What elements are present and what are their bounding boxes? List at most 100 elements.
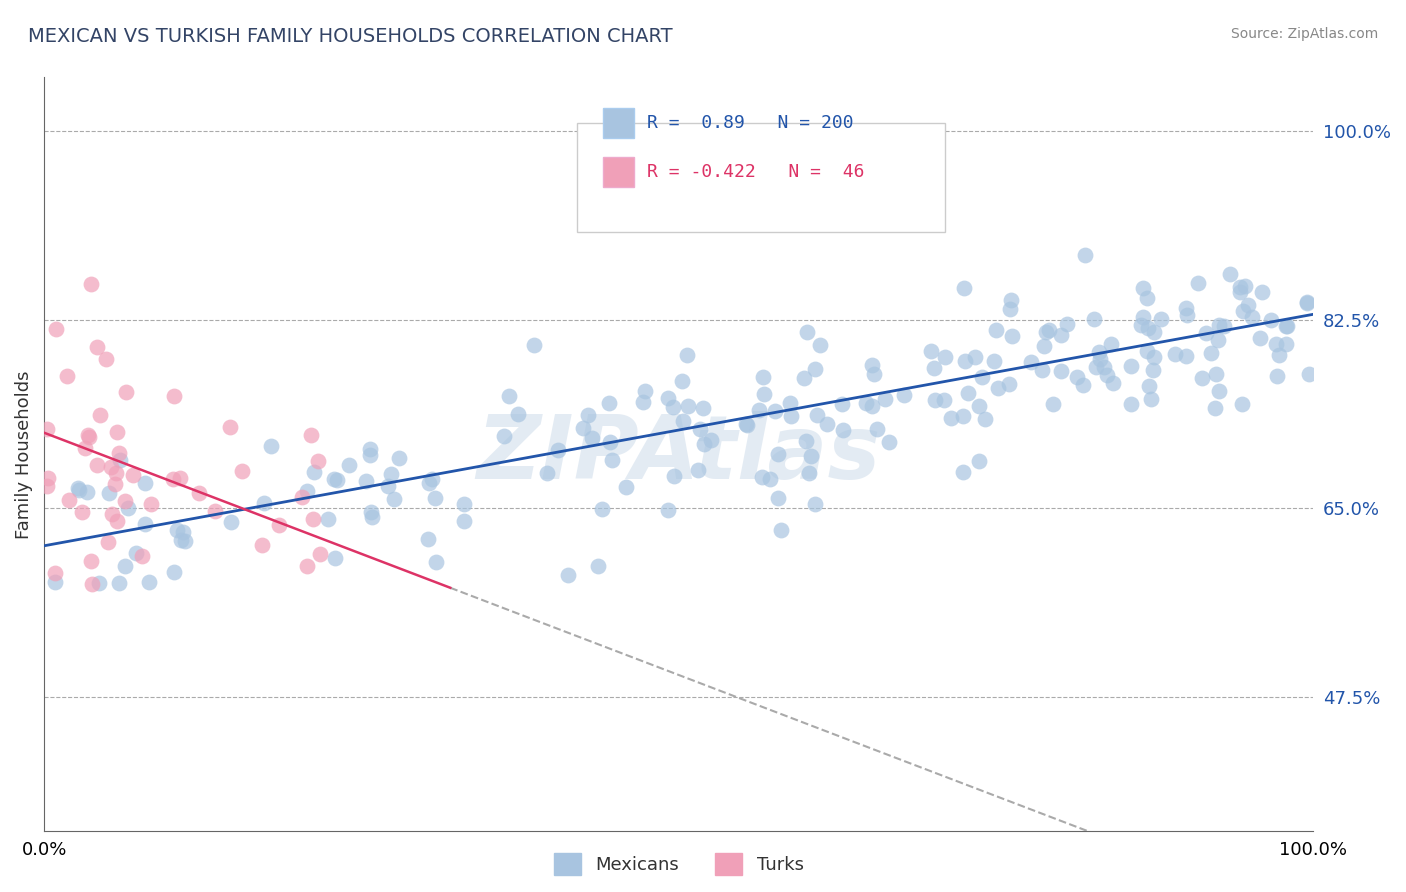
Point — [657, 503, 679, 517]
Point — [1208, 384, 1230, 398]
Point — [1119, 359, 1142, 373]
Point — [295, 559, 318, 574]
Point — [1260, 313, 1282, 327]
Point — [952, 281, 974, 295]
Point — [924, 393, 946, 408]
Point — [800, 449, 823, 463]
Point — [170, 533, 193, 547]
Point — [766, 447, 789, 461]
Point — [591, 502, 613, 516]
Point — [1000, 329, 1022, 343]
Point — [1251, 285, 1274, 299]
Point — [105, 514, 128, 528]
Point — [983, 354, 1005, 368]
Point — [576, 408, 599, 422]
Point — [984, 322, 1007, 336]
Point — [1099, 336, 1122, 351]
Point — [939, 410, 962, 425]
Point — [877, 434, 900, 449]
Point — [796, 325, 818, 339]
Point — [1130, 318, 1153, 332]
Point — [1142, 363, 1164, 377]
Point — [1296, 295, 1319, 310]
Point — [1234, 279, 1257, 293]
Point — [735, 417, 758, 431]
Point — [633, 395, 655, 409]
Point — [692, 437, 714, 451]
Point — [952, 465, 974, 479]
Point — [633, 384, 655, 398]
Point — [425, 555, 447, 569]
Point — [66, 481, 89, 495]
Point — [804, 362, 827, 376]
Point — [875, 392, 897, 406]
Point — [1163, 346, 1185, 360]
Point — [1136, 320, 1159, 334]
Point — [1174, 350, 1197, 364]
Point — [1229, 285, 1251, 300]
Point — [751, 469, 773, 483]
Point — [779, 395, 801, 409]
Point — [302, 466, 325, 480]
Point — [808, 338, 831, 352]
Point — [1219, 267, 1241, 281]
Text: Source: ZipAtlas.com: Source: ZipAtlas.com — [1230, 27, 1378, 41]
Point — [359, 442, 381, 457]
Point — [498, 389, 520, 403]
Point — [1274, 337, 1296, 351]
Point — [1035, 325, 1057, 339]
Point — [86, 458, 108, 472]
Point — [101, 507, 124, 521]
Point — [998, 376, 1021, 391]
Point — [354, 475, 377, 489]
Point — [131, 549, 153, 563]
Point — [967, 400, 990, 414]
Point — [748, 402, 770, 417]
Point — [418, 532, 440, 546]
Point — [934, 350, 956, 364]
Point — [1150, 312, 1173, 326]
Point — [86, 340, 108, 354]
Point — [422, 472, 444, 486]
Point — [1296, 295, 1319, 310]
Point — [1135, 291, 1157, 305]
Point — [1071, 378, 1094, 392]
Point — [141, 496, 163, 510]
Point — [163, 389, 186, 403]
Point — [1249, 331, 1271, 345]
Point — [1208, 333, 1230, 347]
Point — [418, 475, 440, 490]
Point — [1119, 397, 1142, 411]
Point — [860, 399, 883, 413]
Point — [55, 368, 77, 383]
Point — [1073, 248, 1095, 262]
Point — [138, 574, 160, 589]
Point — [1268, 348, 1291, 362]
Point — [163, 565, 186, 579]
Point — [260, 439, 283, 453]
Point — [1088, 344, 1111, 359]
Point — [58, 493, 80, 508]
Point — [1019, 355, 1042, 369]
Point — [815, 417, 838, 431]
Point — [957, 385, 980, 400]
Point — [586, 559, 609, 574]
Point — [932, 393, 955, 408]
Point — [1212, 318, 1234, 333]
Point — [35, 479, 58, 493]
Point — [689, 422, 711, 436]
Point — [1050, 364, 1073, 378]
Point — [752, 387, 775, 401]
Point — [253, 496, 276, 510]
Point — [779, 409, 801, 424]
Point — [231, 464, 253, 478]
Point — [1137, 379, 1160, 393]
Point — [299, 428, 322, 442]
Point — [1101, 376, 1123, 390]
Point — [117, 501, 139, 516]
Point — [1092, 360, 1115, 375]
Point — [671, 414, 693, 428]
Point — [79, 429, 101, 443]
Point — [1066, 369, 1088, 384]
Text: R =  0.89   N = 200: R = 0.89 N = 200 — [647, 113, 853, 132]
